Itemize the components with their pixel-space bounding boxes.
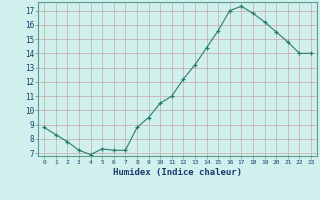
X-axis label: Humidex (Indice chaleur): Humidex (Indice chaleur) <box>113 168 242 177</box>
